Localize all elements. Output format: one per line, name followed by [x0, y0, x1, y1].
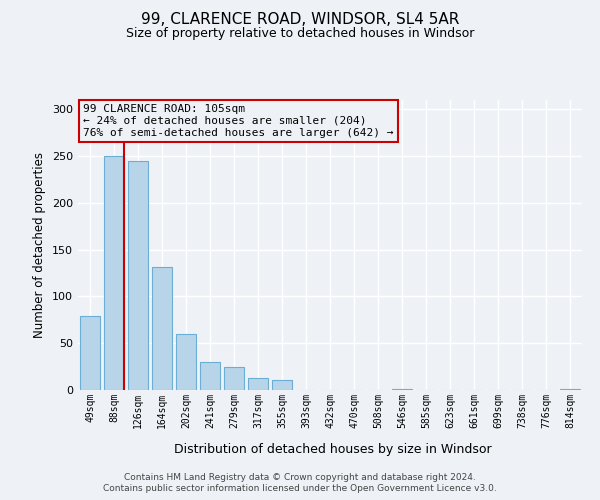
- Bar: [152, 268, 172, 390]
- Bar: [560, 389, 580, 390]
- Bar: [200, 362, 220, 390]
- Bar: [248, 378, 268, 390]
- Bar: [104, 156, 124, 390]
- Text: 99 CLARENCE ROAD: 105sqm
← 24% of detached houses are smaller (204)
76% of semi-: 99 CLARENCE ROAD: 105sqm ← 24% of detach…: [83, 104, 394, 138]
- Text: Contains HM Land Registry data © Crown copyright and database right 2024.: Contains HM Land Registry data © Crown c…: [124, 472, 476, 482]
- Bar: [272, 380, 292, 390]
- Y-axis label: Number of detached properties: Number of detached properties: [34, 152, 46, 338]
- Text: 99, CLARENCE ROAD, WINDSOR, SL4 5AR: 99, CLARENCE ROAD, WINDSOR, SL4 5AR: [141, 12, 459, 28]
- Bar: [176, 334, 196, 390]
- Bar: [80, 316, 100, 390]
- Bar: [392, 389, 412, 390]
- Bar: [128, 161, 148, 390]
- Bar: [224, 366, 244, 390]
- Text: Distribution of detached houses by size in Windsor: Distribution of detached houses by size …: [174, 442, 492, 456]
- Text: Contains public sector information licensed under the Open Government Licence v3: Contains public sector information licen…: [103, 484, 497, 493]
- Text: Size of property relative to detached houses in Windsor: Size of property relative to detached ho…: [126, 28, 474, 40]
